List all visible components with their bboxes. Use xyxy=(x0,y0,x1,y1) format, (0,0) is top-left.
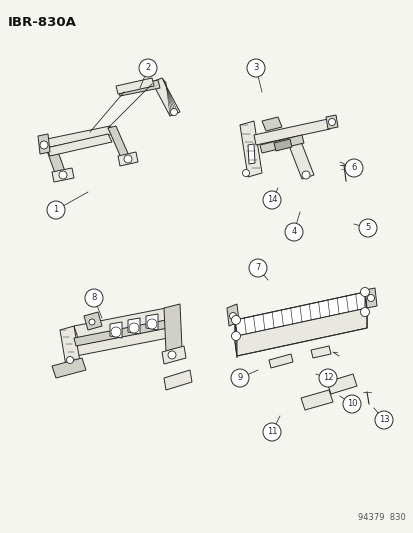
Polygon shape xyxy=(364,288,376,308)
Circle shape xyxy=(248,259,266,277)
Polygon shape xyxy=(240,121,261,177)
Circle shape xyxy=(170,109,177,116)
Polygon shape xyxy=(116,78,154,94)
Circle shape xyxy=(89,319,95,325)
Circle shape xyxy=(344,159,362,177)
Polygon shape xyxy=(325,115,337,129)
Polygon shape xyxy=(118,80,159,96)
Circle shape xyxy=(328,118,335,125)
Text: 12: 12 xyxy=(322,374,332,383)
Polygon shape xyxy=(273,139,291,151)
Text: 6: 6 xyxy=(351,164,356,173)
Text: 10: 10 xyxy=(346,400,356,408)
Polygon shape xyxy=(226,304,238,326)
Text: 1: 1 xyxy=(53,206,59,214)
Polygon shape xyxy=(52,358,86,378)
Polygon shape xyxy=(42,126,114,148)
Polygon shape xyxy=(287,139,313,179)
Polygon shape xyxy=(52,168,74,182)
Circle shape xyxy=(168,351,176,359)
Circle shape xyxy=(139,59,157,77)
Polygon shape xyxy=(235,320,236,358)
Polygon shape xyxy=(254,119,329,145)
Polygon shape xyxy=(60,326,80,366)
Polygon shape xyxy=(236,308,366,356)
Circle shape xyxy=(147,319,157,329)
Text: 2: 2 xyxy=(145,63,150,72)
Circle shape xyxy=(231,316,240,325)
Circle shape xyxy=(59,171,67,179)
Circle shape xyxy=(374,411,392,429)
Polygon shape xyxy=(259,135,303,153)
Polygon shape xyxy=(310,346,330,358)
Polygon shape xyxy=(128,318,140,334)
Circle shape xyxy=(301,171,309,179)
Polygon shape xyxy=(38,134,50,154)
Polygon shape xyxy=(161,346,185,364)
Circle shape xyxy=(129,323,139,333)
Polygon shape xyxy=(164,370,192,390)
Circle shape xyxy=(85,289,103,307)
Text: 94379  830: 94379 830 xyxy=(357,513,405,522)
Polygon shape xyxy=(46,146,66,176)
Circle shape xyxy=(47,201,65,219)
Polygon shape xyxy=(110,322,122,338)
Circle shape xyxy=(360,287,369,296)
Polygon shape xyxy=(326,374,356,394)
Text: IBR-830A: IBR-830A xyxy=(8,16,77,29)
Text: 3: 3 xyxy=(253,63,258,72)
Circle shape xyxy=(66,357,74,364)
Circle shape xyxy=(242,169,249,176)
Text: 13: 13 xyxy=(378,416,388,424)
Polygon shape xyxy=(300,390,332,410)
Polygon shape xyxy=(118,152,138,166)
Polygon shape xyxy=(164,304,182,352)
Circle shape xyxy=(124,155,132,163)
Circle shape xyxy=(247,59,264,77)
Text: 5: 5 xyxy=(365,223,370,232)
Polygon shape xyxy=(108,126,130,160)
Polygon shape xyxy=(268,354,292,368)
Polygon shape xyxy=(247,144,254,164)
Text: 9: 9 xyxy=(237,374,242,383)
Circle shape xyxy=(111,327,121,337)
Polygon shape xyxy=(152,78,180,116)
Text: 4: 4 xyxy=(291,228,296,237)
Circle shape xyxy=(342,395,360,413)
Polygon shape xyxy=(46,134,112,156)
Polygon shape xyxy=(74,308,170,338)
Polygon shape xyxy=(74,320,168,346)
Circle shape xyxy=(262,423,280,441)
Circle shape xyxy=(367,295,374,302)
Polygon shape xyxy=(84,312,102,330)
Polygon shape xyxy=(74,328,168,356)
Circle shape xyxy=(358,219,376,237)
Circle shape xyxy=(231,332,240,341)
Circle shape xyxy=(230,369,248,387)
Circle shape xyxy=(360,308,369,317)
Circle shape xyxy=(40,141,48,149)
Polygon shape xyxy=(146,314,158,330)
Text: 8: 8 xyxy=(91,294,97,303)
Polygon shape xyxy=(235,292,366,336)
Polygon shape xyxy=(261,117,281,131)
Circle shape xyxy=(318,369,336,387)
Text: 11: 11 xyxy=(266,427,277,437)
Circle shape xyxy=(262,191,280,209)
Circle shape xyxy=(284,223,302,241)
Text: 14: 14 xyxy=(266,196,277,205)
Circle shape xyxy=(229,312,236,319)
Polygon shape xyxy=(364,292,366,328)
Text: 7: 7 xyxy=(255,263,260,272)
